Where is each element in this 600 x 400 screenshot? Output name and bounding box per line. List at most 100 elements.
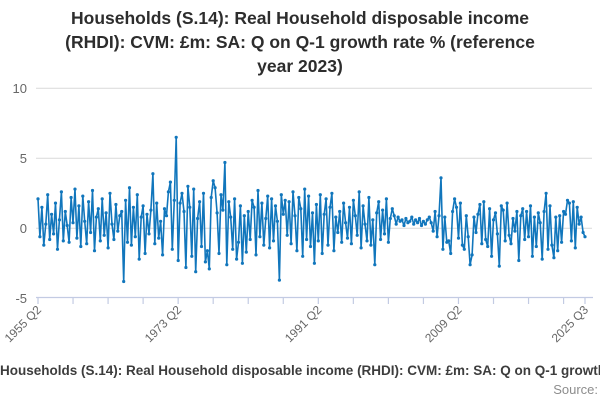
data-point [198,200,202,204]
data-point [77,204,81,208]
data-point [550,243,554,247]
data-point [308,244,313,249]
data-point [289,242,293,246]
data-point [344,221,348,225]
chart-title-line-3: year 2023) [257,56,343,76]
data-point [427,215,431,219]
data-point [295,249,299,253]
data-point [349,242,353,246]
data-point [256,188,260,193]
data-point [139,215,143,219]
data-point [392,214,396,218]
data-point [523,237,527,242]
data-point [526,235,531,239]
data-point [503,239,507,243]
data-point [538,221,542,225]
data-point [330,191,334,195]
data-point [209,195,213,200]
data-point [390,207,394,211]
data-point [396,215,400,219]
data-point [456,236,461,240]
data-point [40,205,44,209]
data-point [429,221,433,225]
data-point [205,249,209,253]
data-point [211,179,215,183]
data-point [497,264,501,268]
data-point [213,186,217,190]
data-point [355,233,359,237]
data-point [402,223,406,228]
data-point [560,240,564,244]
data-point [141,204,145,208]
data-point [447,239,451,243]
data-point [283,198,287,202]
data-point [433,209,437,214]
data-point [293,214,297,218]
data-point [252,205,256,209]
data-point [474,230,478,235]
data-point [542,209,546,214]
data-point [519,214,523,218]
data-point [404,216,408,221]
data-point [124,198,128,202]
data-point [266,194,270,198]
data-point [328,205,332,209]
data-point [63,209,67,214]
data-point [172,198,176,202]
data-point [458,201,462,205]
data-point [373,263,377,267]
data-point [400,218,404,222]
data-point [143,251,147,256]
data-point [371,218,375,222]
data-point [416,221,420,225]
data-point [42,243,46,247]
data-point [262,243,266,247]
data-point [190,254,194,258]
data-point [548,204,552,208]
data-point [544,191,548,195]
y-tick-label: 10 [13,81,27,96]
data-point [449,251,453,256]
data-point [583,235,587,239]
data-point [462,247,466,251]
data-point [532,215,537,219]
data-point [71,221,75,225]
data-point [273,204,278,208]
data-point [419,223,424,228]
data-point [305,237,309,242]
data-point [509,242,513,246]
data-point [229,215,233,219]
data-point [57,218,62,222]
data-point [244,250,248,254]
data-point [367,195,371,200]
data-point [196,216,200,221]
data-point [227,200,231,204]
data-point [219,193,223,197]
data-point [388,216,392,221]
data-point [260,201,264,205]
data-point [363,222,367,226]
data-point [525,209,529,214]
data-point [334,215,338,219]
data-point [478,202,482,207]
data-point [472,215,476,219]
data-point [414,218,418,222]
data-point [297,195,301,200]
data-point [178,201,182,205]
data-point [310,211,315,215]
data-point [176,258,180,263]
data-point [118,214,122,218]
data-point [353,214,357,218]
data-point [562,209,566,214]
data-point [291,190,295,194]
data-point [513,229,517,233]
data-point [307,194,311,198]
data-point [581,230,585,235]
data-point [412,222,416,226]
data-point [285,233,289,237]
data-point [129,243,133,247]
data-point [540,257,544,261]
y-tick-label: 5 [20,151,27,166]
